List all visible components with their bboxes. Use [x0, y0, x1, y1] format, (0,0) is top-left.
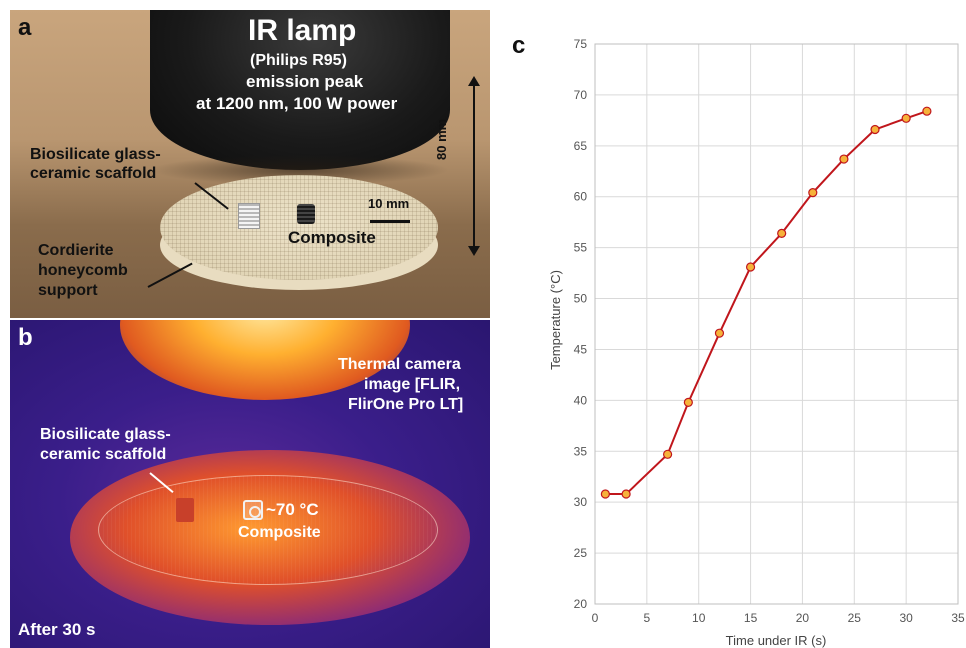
distance-arrow	[468, 76, 480, 256]
y-tick-label: 55	[574, 241, 588, 255]
y-tick-label: 35	[574, 444, 588, 458]
chart-series	[600, 106, 932, 499]
panel-b-thermal-image: b Thermal camera image [FLIR, FlirOne Pr…	[10, 320, 490, 648]
panel-a-photo: a IR lamp (Philips R95) emission peak at…	[10, 10, 490, 318]
x-axis-label: Time under IR (s)	[726, 633, 827, 648]
data-point	[808, 188, 818, 198]
lamp-title: IR lamp	[248, 14, 357, 47]
data-point	[683, 397, 693, 407]
lamp-emission-line-1: emission peak	[246, 72, 364, 91]
y-tick-label: 70	[574, 88, 588, 102]
scaffold-label-line-1: Biosilicate glass-	[30, 146, 161, 163]
data-point	[839, 154, 849, 164]
data-point	[922, 106, 932, 116]
support-outline	[98, 475, 438, 585]
y-tick-label: 60	[574, 190, 588, 204]
support-label-line-1: Cordierite	[38, 242, 114, 259]
camera-label-line-2: image [FLIR,	[364, 376, 461, 393]
series-line	[605, 110, 928, 496]
scaffold-label-b-line-1: Biosilicate glass-	[40, 426, 171, 443]
panel-letter-c: c	[512, 32, 526, 59]
y-tick-label: 45	[574, 342, 588, 356]
lamp-model: (Philips R95)	[250, 52, 347, 69]
data-point	[745, 262, 756, 272]
composite-label: Composite	[288, 228, 376, 247]
scaffold-label-line-2: ceramic scaffold	[30, 165, 157, 182]
x-tick-label: 20	[796, 611, 810, 625]
data-point	[777, 228, 787, 238]
x-tick-label: 35	[951, 611, 965, 625]
camera-label-line-3: FlirOne Pro LT]	[348, 396, 464, 413]
plot-frame	[594, 43, 959, 605]
support-pointer-arrow	[147, 262, 193, 288]
y-tick-label: 20	[574, 597, 588, 611]
ir-lamp-image	[150, 10, 450, 170]
x-tick-label: 30	[899, 611, 913, 625]
support-label-line-3: support	[38, 282, 98, 299]
panel-letter-a: a	[18, 14, 32, 41]
data-point	[901, 113, 911, 123]
y-tick-label: 30	[574, 495, 588, 509]
scaffold-thermal-spot	[176, 498, 194, 522]
data-point	[663, 449, 673, 459]
y-tick-label: 75	[574, 37, 588, 51]
data-point	[870, 124, 880, 135]
y-tick-label: 40	[574, 393, 588, 407]
data-point	[714, 328, 725, 338]
scaffold-label-b-line-2: ceramic scaffold	[40, 446, 167, 463]
composite-label-b: Composite	[238, 524, 321, 541]
scale-bar-label: 10 mm	[368, 196, 410, 211]
glass-ceramic-scaffold-sample	[238, 203, 260, 229]
scale-bar	[370, 220, 410, 223]
x-tick-label: 0	[592, 611, 599, 625]
x-tick-label: 10	[692, 611, 706, 625]
time-label: After 30 s	[18, 620, 96, 639]
data-point	[621, 489, 631, 499]
composite-sample	[297, 204, 315, 224]
temperature-label: ~70 °C	[266, 500, 319, 519]
panel-letter-b: b	[18, 324, 33, 351]
camera-label-line-1: Thermal camera	[338, 356, 461, 373]
lamp-emission-line-2: at 1200 nm, 100 W power	[196, 94, 398, 113]
x-tick-label: 5	[644, 611, 651, 625]
y-axis-label: Temperature (°C)	[548, 270, 563, 370]
x-tick-label: 25	[848, 611, 862, 625]
y-tick-label: 65	[574, 139, 588, 153]
support-label-line-2: honeycomb	[38, 262, 128, 279]
temperature-time-chart: 20 25 30 35 40 45 50 55 60 65 70 75 0 5 10 15 20 25 30 35 T…	[548, 37, 965, 648]
y-tick-label: 50	[574, 292, 588, 306]
y-tick-label: 25	[574, 546, 588, 560]
x-tick-label: 15	[744, 611, 758, 625]
chart-axes: 20 25 30 35 40 45 50 55 60 65 70 75 0 5 10 15 20 25 30 35	[574, 37, 965, 625]
crosshair-icon	[243, 500, 263, 520]
chart-grid	[594, 43, 959, 605]
data-point	[600, 489, 610, 499]
distance-label: 80 mm	[434, 118, 449, 160]
panel-c-chart: c 20 25 30 35 40 45 50 55 60 65 70 75 0 5 10 15 20 25 30 35…	[500, 0, 966, 648]
